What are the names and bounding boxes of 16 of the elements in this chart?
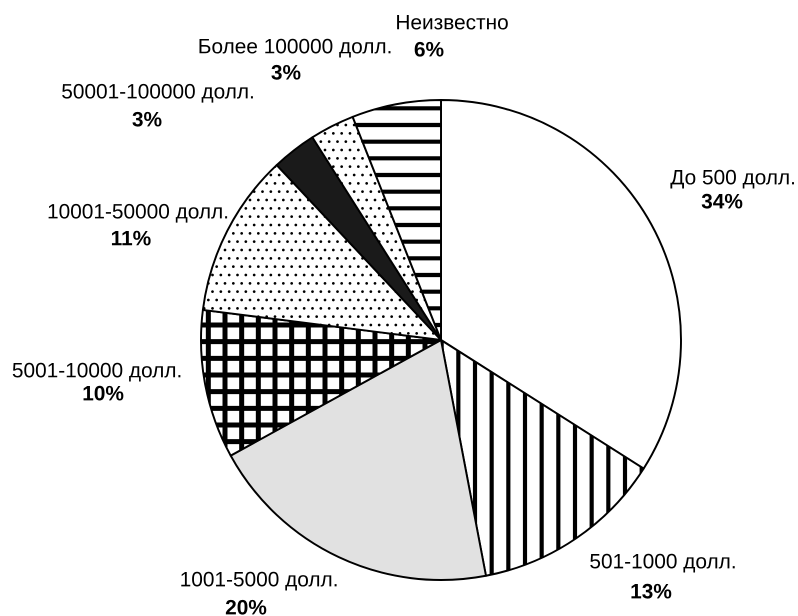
slice-label: 1001-5000 долл. — [181, 572, 337, 590]
data-label: 3% — [271, 64, 300, 80]
slice-label: 50001-100000 долл. — [62, 84, 253, 103]
slice-label: До 500 долл. — [670, 170, 794, 188]
data-label: 11% — [112, 230, 151, 246]
slice-label: 5001-10000 долл. — [12, 362, 180, 382]
slice-label: Неизвестно — [397, 14, 508, 30]
slice-label: 10001-50000 долл. — [48, 204, 228, 223]
slice-label: Более 100000 долл. — [200, 38, 390, 58]
data-label: 3% — [132, 112, 162, 127]
data-label: 6% — [414, 42, 444, 57]
data-label: 10% — [84, 386, 124, 401]
slice-label: 501-1000 долл. — [590, 554, 735, 572]
data-label: 34% — [702, 194, 742, 209]
data-label: 20% — [226, 600, 266, 615]
data-label: 13% — [631, 584, 672, 599]
